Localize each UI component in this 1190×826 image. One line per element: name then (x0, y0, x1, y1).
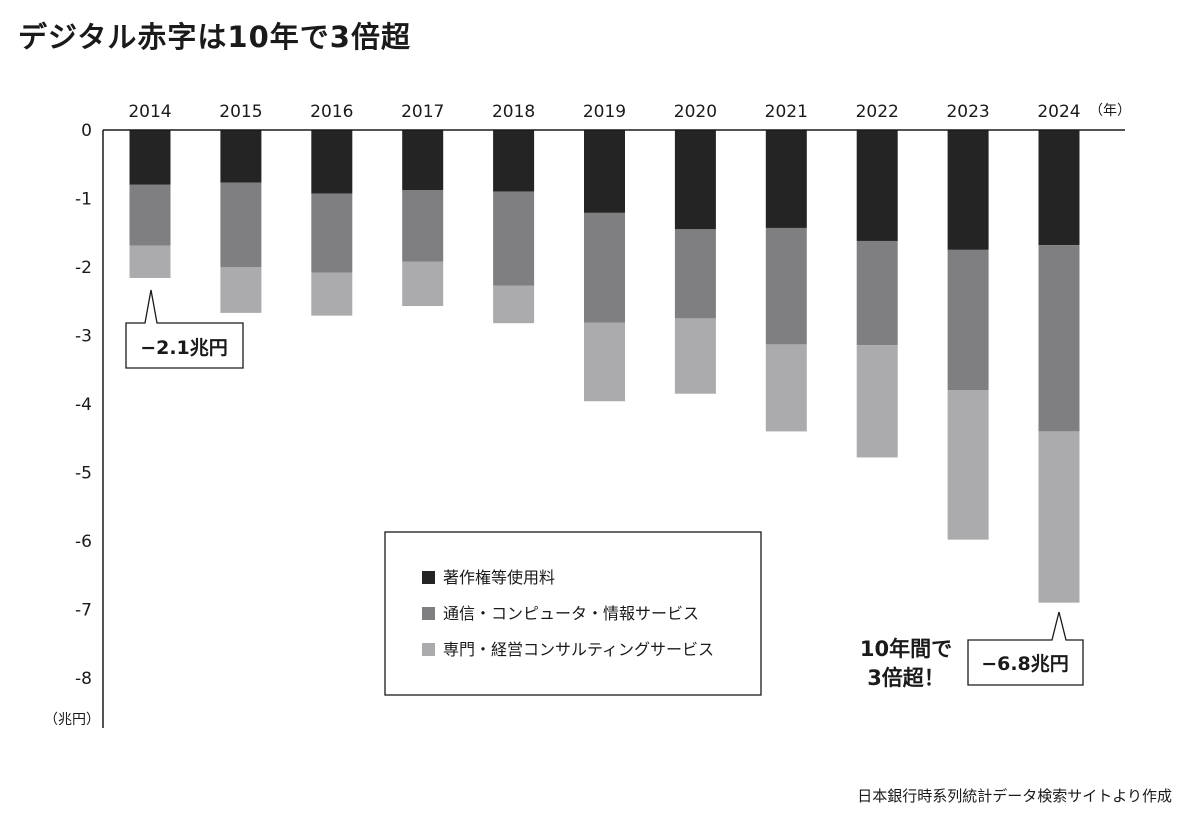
bar-segment-royalties-2018 (493, 130, 535, 192)
legend-label-telecom: 通信・コンピュータ・情報サービス (443, 604, 699, 623)
bar-segment-royalties-2017 (402, 130, 444, 191)
callout-box (967, 611, 1084, 686)
x-tick-label: 2019 (583, 102, 626, 122)
bar-segment-consulting-2022 (856, 345, 898, 458)
y-tick-label: -8 (75, 669, 92, 689)
y-tick-label: -3 (75, 327, 92, 347)
x-tick-label: 2024 (1037, 102, 1080, 122)
x-tick-label: 2021 (765, 102, 808, 122)
bar-segment-royalties-2016 (311, 130, 353, 194)
x-tick-label: 2020 (674, 102, 717, 122)
y-tick-label: -4 (75, 395, 92, 415)
bar-segment-consulting-2020 (674, 318, 716, 394)
y-axis-unit: （兆円） (44, 712, 100, 728)
y-tick-label: -1 (75, 190, 92, 210)
bar-segment-telecom-2018 (493, 191, 535, 286)
x-tick-label: 2015 (219, 102, 262, 122)
x-axis-unit: （年） (1089, 103, 1131, 119)
y-tick-label: -2 (75, 258, 92, 278)
note-line-2: 3倍超！ (867, 666, 945, 690)
y-tick-label: -6 (75, 532, 92, 552)
y-tick-label: -7 (75, 601, 92, 621)
bar-segment-telecom-2021 (765, 227, 807, 345)
legend-swatch-royalties (422, 571, 435, 584)
x-tick-label: 2017 (401, 102, 444, 122)
bar-segment-royalties-2014 (129, 130, 171, 185)
page-title: デジタル赤字は10年で3倍超 (18, 20, 411, 54)
source-note: 日本銀行時系列統計データ検索サイトより作成 (857, 787, 1172, 805)
bar-segment-consulting-2016 (311, 272, 353, 316)
bar-segment-consulting-2023 (947, 390, 989, 540)
callout-label: −6.8兆円 (981, 653, 1069, 675)
bar-segment-consulting-2014 (129, 245, 171, 278)
bar-segment-royalties-2020 (674, 130, 716, 230)
bar-segment-telecom-2023 (947, 249, 989, 391)
legend-swatch-consulting (422, 643, 435, 656)
bar-segment-consulting-2017 (402, 261, 444, 307)
x-tick-label: 2023 (946, 102, 989, 122)
legend-box (384, 531, 762, 696)
x-tick-label: 2014 (128, 102, 171, 122)
note: 10年間で 3倍超！ (860, 637, 952, 690)
legend: 著作権等使用料 通信・コンピュータ・情報サービス 専門・経営コンサルティングサー… (384, 531, 762, 696)
bar-segment-telecom-2014 (129, 184, 171, 246)
bar-segment-royalties-2021 (765, 130, 807, 228)
bar-segment-royalties-2024 (1038, 130, 1080, 246)
callout-2024: −6.8兆円 (967, 611, 1084, 686)
callout-label: −2.1兆円 (140, 337, 228, 359)
bar-segment-royalties-2015 (220, 130, 262, 183)
bar-segment-consulting-2015 (220, 267, 262, 313)
x-tick-label: 2018 (492, 102, 535, 122)
callout-2014: −2.1兆円 (125, 289, 244, 369)
bar-segment-telecom-2022 (856, 240, 898, 346)
bar-segment-consulting-2019 (584, 322, 625, 402)
legend-swatch-telecom (422, 607, 435, 620)
callout-box (125, 289, 244, 369)
bar-segment-telecom-2016 (311, 193, 353, 273)
x-tick-label: 2016 (310, 102, 353, 122)
legend-label-consulting: 専門・経営コンサルティングサービス (443, 640, 714, 659)
y-tick-label: -5 (75, 464, 92, 484)
y-tick-label: 0 (81, 121, 92, 141)
x-tick-label: 2022 (856, 102, 899, 122)
bar-segment-consulting-2021 (765, 344, 807, 432)
bar-segment-telecom-2017 (402, 190, 444, 262)
bar-segment-royalties-2019 (584, 130, 625, 213)
y-tick-labels: 0 -1 -2 -3 -4 -5 -6 -7 -8 (75, 121, 92, 689)
bar-segment-telecom-2015 (220, 182, 262, 267)
bar-segment-royalties-2023 (947, 130, 989, 250)
bar-segment-consulting-2024 (1038, 431, 1080, 603)
bar-segment-telecom-2019 (584, 212, 625, 323)
bar-segment-royalties-2022 (856, 130, 898, 241)
legend-label-royalties: 著作権等使用料 (443, 568, 555, 587)
bars-group (129, 130, 1080, 603)
note-line-1: 10年間で (860, 637, 952, 661)
x-tick-labels: 2014 2015 2016 2017 2018 2019 2020 2021 2022 2023… (128, 102, 1080, 122)
bar-segment-consulting-2018 (493, 285, 535, 324)
bar-segment-telecom-2024 (1038, 245, 1080, 432)
bar-segment-telecom-2020 (674, 229, 716, 319)
